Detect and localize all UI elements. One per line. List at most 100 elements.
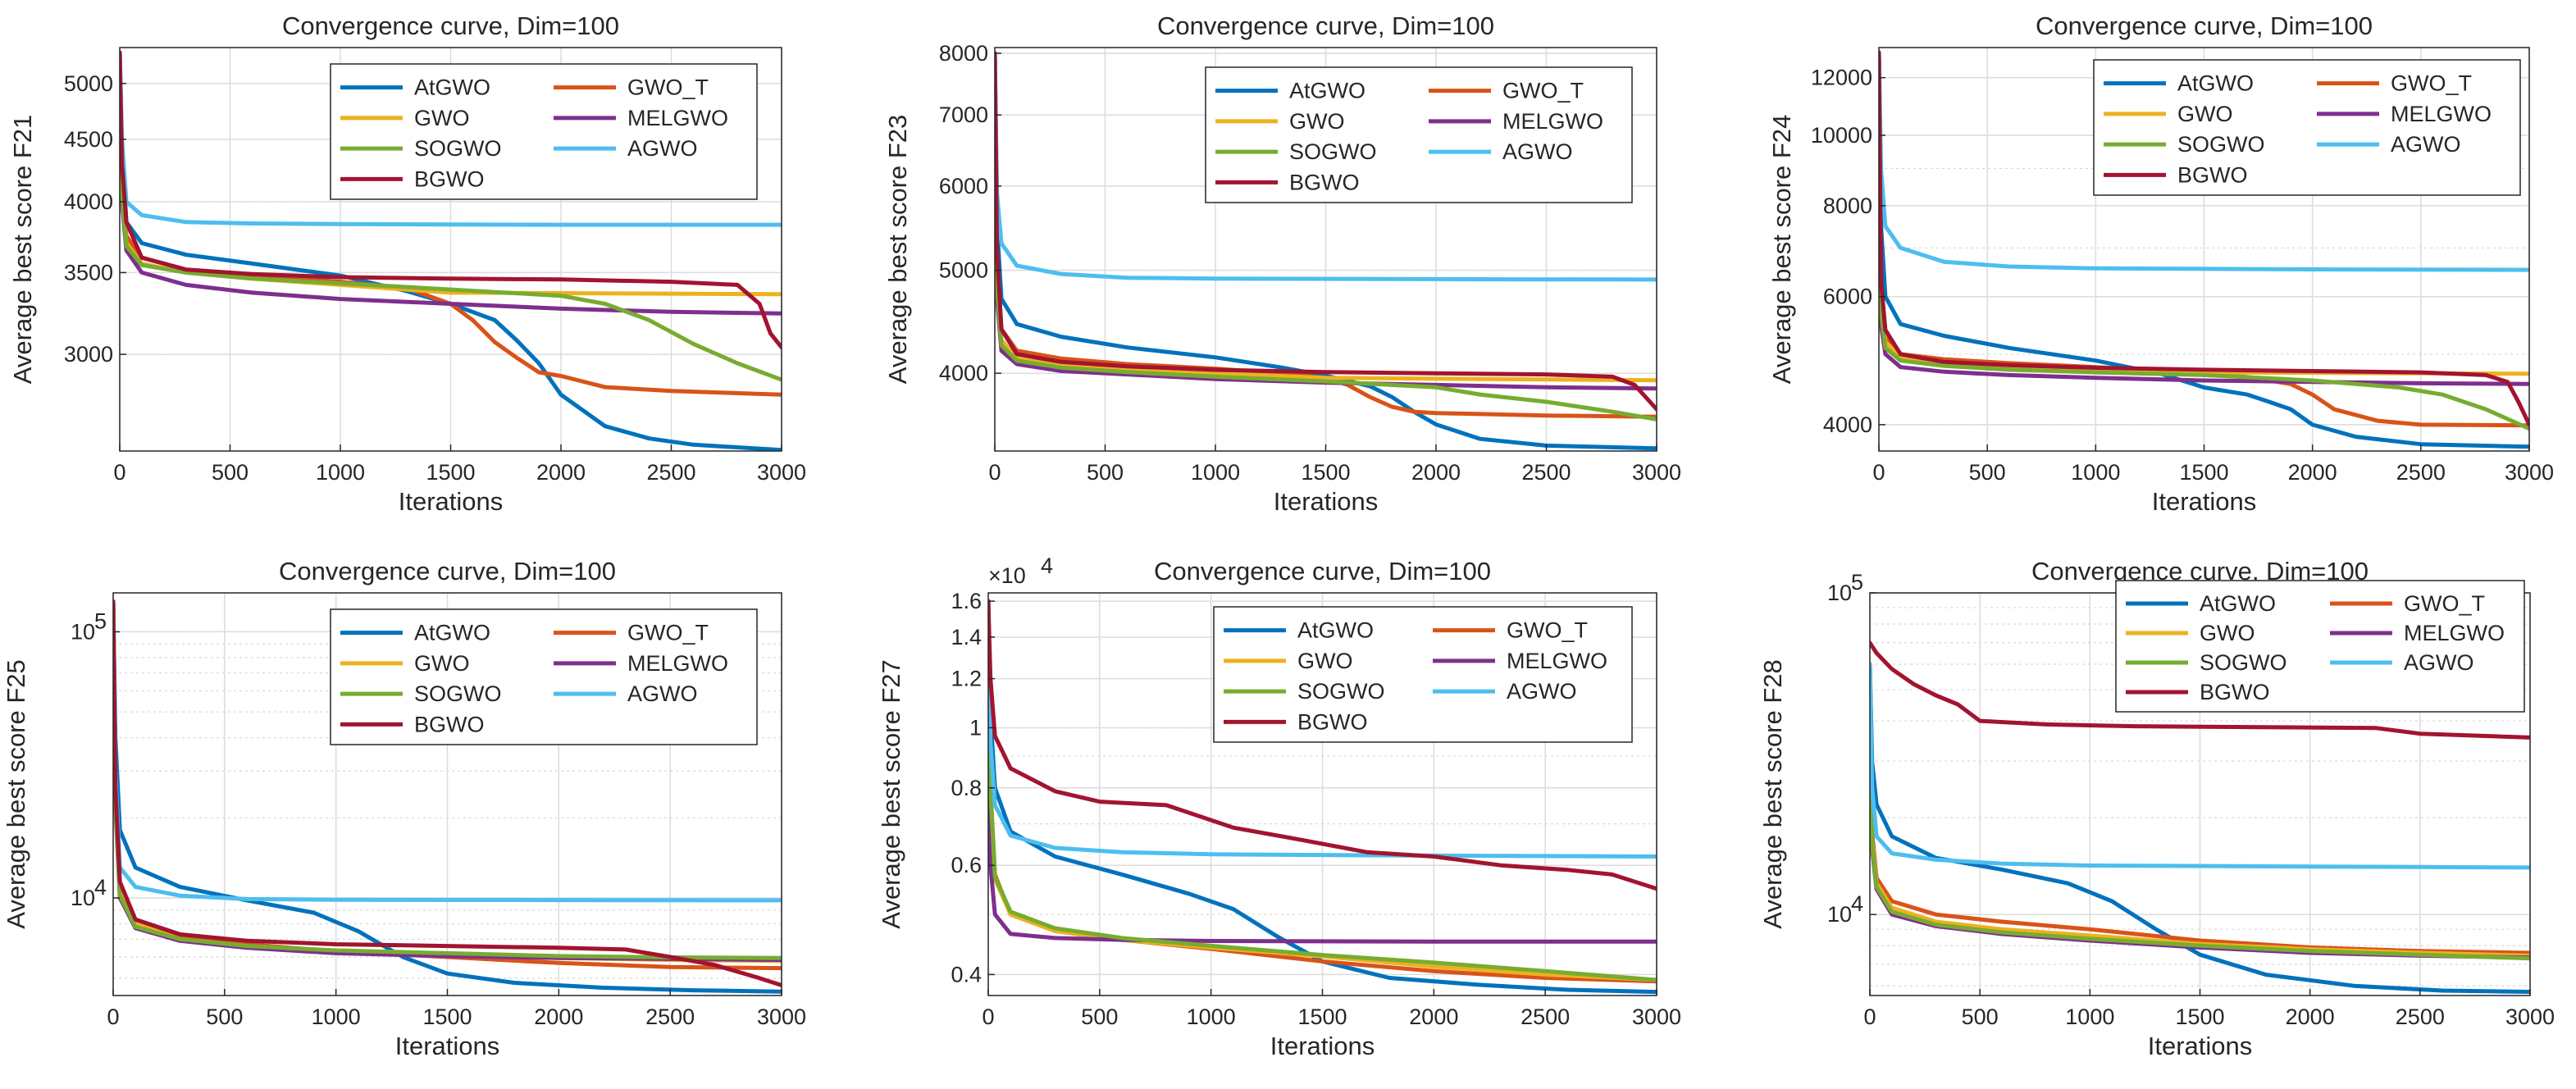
legend-label: SOGWO <box>1297 679 1385 704</box>
x-tick-label: 1500 <box>2175 1005 2224 1029</box>
y-tick-label: 6000 <box>1823 285 1872 309</box>
legend-label: GWO <box>1289 109 1345 134</box>
x-tick-label: 500 <box>1081 1005 1118 1029</box>
chart-panel-1: 0 500 1000 1500 2000 2500 3000 3000 3500 4000 4500… <box>8 11 806 516</box>
x-tick-label: 2000 <box>2288 460 2337 485</box>
y-tick-label: 12000 <box>1811 66 1872 90</box>
legend-label: AtGWO <box>1289 79 1366 103</box>
legend-label: GWO_T <box>1507 618 1588 643</box>
x-tick-label: 2000 <box>1411 460 1461 485</box>
y-tick-label: 10 <box>71 619 95 644</box>
series-group <box>995 51 1657 451</box>
series-line-bgwo <box>113 599 782 987</box>
legend-label: AtGWO <box>1297 618 1374 643</box>
x-tick-label: 500 <box>1087 460 1124 485</box>
y-tick-label: 3000 <box>64 342 113 367</box>
legend-label: GWO <box>414 651 470 676</box>
chart-panel-5: 0 500 1000 1500 2000 2500 3000 0.4 0.6 0.8 1 1.2 1.4… <box>877 554 1681 1060</box>
y-tick-label: 0.6 <box>951 853 982 877</box>
y-axis-label: Average best score F28 <box>1758 659 1787 929</box>
series-line-bgwo <box>120 50 782 349</box>
series-line-sogwo <box>988 599 1657 982</box>
y-tick-label: 1.6 <box>951 589 982 613</box>
legend-label: AtGWO <box>2177 71 2254 96</box>
chart-title: Convergence curve, Dim=100 <box>1154 557 1491 586</box>
x-axis-label: Iterations <box>2152 487 2257 516</box>
y-tick-label: 4000 <box>939 361 988 385</box>
legend-label: MELGWO <box>1507 649 1607 673</box>
legend: AtGWO GWO_T GWO MELGWO SOGWO AGWO BGWO <box>2093 59 2521 196</box>
series-group <box>988 599 1657 995</box>
legend-label: SOGWO <box>414 136 502 161</box>
legend-label: GWO_T <box>1502 79 1584 103</box>
x-tick-label: 3000 <box>2505 1005 2555 1029</box>
x-tick-label: 1500 <box>426 460 475 485</box>
y-tick-label: 1.4 <box>951 625 982 649</box>
legend-label: BGWO <box>1289 170 1360 194</box>
x-tick-label: 1000 <box>2071 460 2120 485</box>
legend-label: AGWO <box>2391 132 2461 157</box>
x-tick-label: 500 <box>1969 460 2006 485</box>
y-tick-label: 0.8 <box>951 776 982 800</box>
legend-label: SOGWO <box>414 681 502 706</box>
y-tick-label: 4000 <box>1823 412 1872 437</box>
x-tick-label: 2500 <box>646 460 695 485</box>
series-line-agwo <box>1879 50 2529 272</box>
legend: AtGWO GWO_T GWO MELGWO SOGWO AGWO BGWO <box>2115 580 2525 713</box>
x-tick-label: 3000 <box>1632 460 1681 485</box>
x-tick-label: 3000 <box>757 1005 806 1029</box>
y-axis-label: Average best score F23 <box>883 115 912 385</box>
series-line-bgwo <box>1870 640 2530 740</box>
x-tick-label: 3000 <box>757 460 806 485</box>
x-axis-label: Iterations <box>395 1032 500 1060</box>
y-tick-label: 10 <box>1827 581 1852 605</box>
series-line-bgwo <box>1879 50 2529 427</box>
legend-label: AGWO <box>2404 650 2474 675</box>
x-tick-label: 2000 <box>534 1005 583 1029</box>
legend-label: GWO <box>2177 102 2233 126</box>
chart-title: Convergence curve, Dim=100 <box>2036 11 2373 40</box>
x-tick-label: 2500 <box>645 1005 695 1029</box>
series-group <box>120 50 782 451</box>
y-multiplier: ×10 <box>988 563 1026 588</box>
legend-label: AGWO <box>627 136 698 161</box>
chart-panel-4: 0 500 1000 1500 2000 2500 3000104105Convergenc… <box>2 557 806 1060</box>
y-tick-label: 5000 <box>64 71 113 96</box>
chart-panel-3: 0 500 1000 1500 2000 2500 3000 4000 6000 8000 1000… <box>1767 11 2554 516</box>
legend-label: GWO_T <box>2404 591 2485 616</box>
y-tick-label: 8000 <box>939 41 988 66</box>
y-tick-label: 5000 <box>939 258 988 283</box>
x-tick-label: 2000 <box>536 460 586 485</box>
x-tick-label: 0 <box>988 460 1001 485</box>
y-tick-label: 1.2 <box>951 667 982 691</box>
series-line-bgwo <box>995 51 1657 412</box>
legend-label: AtGWO <box>414 75 490 100</box>
x-axis-label: Iterations <box>399 487 504 516</box>
y-tick-label: 10000 <box>1811 123 1872 148</box>
y-tick-label: 6000 <box>939 174 988 198</box>
legend-label: GWO <box>2200 621 2255 645</box>
y-tick-label: 4500 <box>64 127 113 152</box>
series-line-bgwo <box>988 599 1657 891</box>
series-line-sogwo <box>120 50 782 382</box>
legend-label: GWO <box>1297 649 1353 673</box>
legend-label: BGWO <box>2200 680 2270 704</box>
x-tick-label: 0 <box>982 1005 994 1029</box>
x-tick-label: 1500 <box>2179 460 2228 485</box>
y-tick-label: 8000 <box>1823 194 1872 218</box>
x-tick-label: 3000 <box>1632 1005 1681 1029</box>
x-tick-label: 1000 <box>2065 1005 2114 1029</box>
y-axis-label: Average best score F27 <box>877 659 905 929</box>
y-tick-label: 0.4 <box>951 962 982 986</box>
series-group <box>1870 640 2530 994</box>
legend-label: MELGWO <box>2391 102 2492 126</box>
y-tick-label: 10 <box>1827 902 1852 927</box>
legend-label: MELGWO <box>627 106 728 130</box>
chart-panel-2: 0 500 1000 1500 2000 2500 3000 4000 5000 6000 7000… <box>883 11 1681 516</box>
series-line-melgwo <box>988 599 1657 944</box>
y-axis-label: Average best score F21 <box>8 115 37 385</box>
y-tick-exponent: 5 <box>94 608 107 633</box>
x-tick-label: 500 <box>206 1005 243 1029</box>
